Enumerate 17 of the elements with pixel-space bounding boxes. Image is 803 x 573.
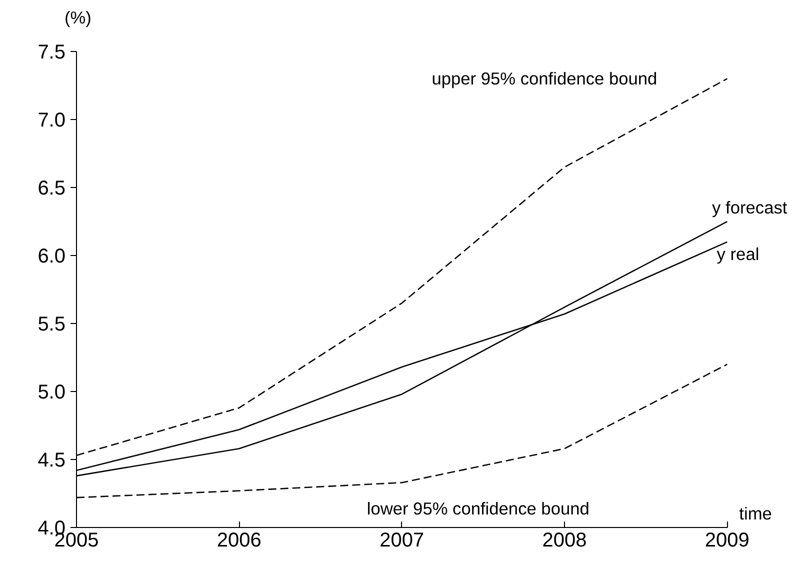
series-label: upper 95% confidence bound <box>432 68 658 89</box>
y-tick-label: 6.0 <box>38 246 66 268</box>
y-tick-label: 5.0 <box>38 382 66 404</box>
y-axis-title: (%) <box>64 8 92 28</box>
x-tick-label: 2009 <box>704 530 750 552</box>
series-label: lower 95% confidence bound <box>366 498 590 519</box>
y-tick-label: 7.5 <box>38 42 66 64</box>
y-tick-label: 5.5 <box>38 314 66 336</box>
y-tick-label: 6.5 <box>38 178 66 200</box>
series-label: y real <box>716 244 760 264</box>
x-tick-label: 2006 <box>216 530 262 552</box>
x-tick-label: 2008 <box>542 530 587 552</box>
y-tick-label: 4.5 <box>38 450 66 472</box>
series-label: y forecast <box>712 198 788 218</box>
x-axis-title: time <box>739 504 772 524</box>
x-tick-label: 2007 <box>380 530 424 552</box>
y-tick-label: 7.0 <box>38 110 66 132</box>
